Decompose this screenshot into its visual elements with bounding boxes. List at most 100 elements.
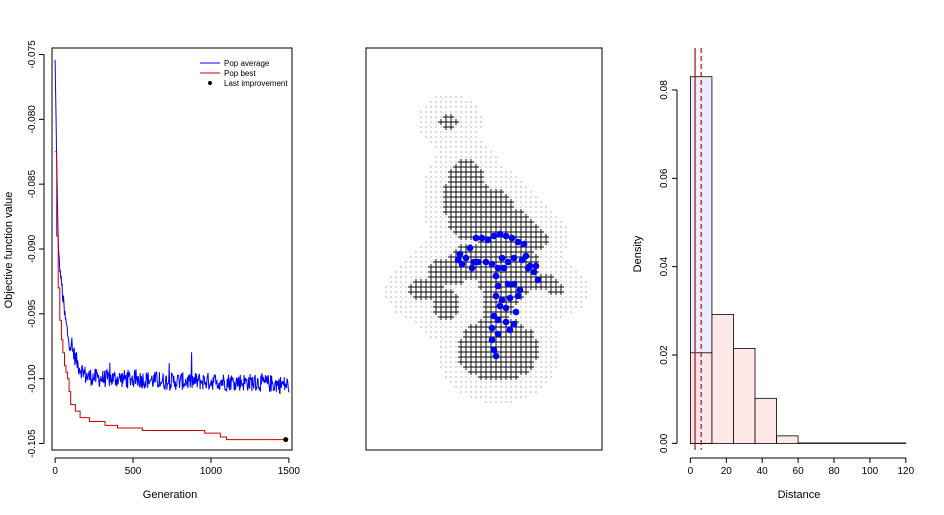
grid-dot [450, 286, 452, 288]
grid-dot [430, 236, 432, 238]
grid-dot [425, 191, 427, 193]
grid-dot [555, 346, 557, 348]
grid-dot [545, 336, 547, 338]
grid-dot [440, 341, 442, 343]
grid-dot [490, 401, 492, 403]
grid-dot [460, 106, 462, 108]
grid-dot [445, 226, 447, 228]
grid-dot [475, 111, 477, 113]
grid-dot [435, 321, 437, 323]
grid-dot [475, 391, 477, 393]
grid-dot [440, 191, 442, 193]
selected-site-point [498, 254, 506, 262]
grid-dot [490, 156, 492, 158]
grid-dot [460, 146, 462, 148]
grid-dot [475, 386, 477, 388]
grid-dot [470, 306, 472, 308]
grid-dot [490, 151, 492, 153]
grid-dot [450, 96, 452, 98]
selected-site-point [526, 262, 534, 270]
grid-dot [480, 391, 482, 393]
grid-dot [555, 366, 557, 368]
grid-dot [545, 271, 547, 273]
grid-dot [460, 376, 462, 378]
grid-dot [465, 326, 467, 328]
grid-dot [475, 381, 477, 383]
grid-dot [475, 121, 477, 123]
site-marker [538, 244, 544, 250]
grid-dot [465, 296, 467, 298]
grid-dot [580, 286, 582, 288]
grid-dot [485, 396, 487, 398]
grid-dot [550, 266, 552, 268]
grid-dot [500, 171, 502, 173]
grid-dot [495, 171, 497, 173]
grid-dot [450, 101, 452, 103]
grid-dot [440, 321, 442, 323]
grid-dot [495, 386, 497, 388]
grid-dot [515, 396, 517, 398]
grid-dot [475, 126, 477, 128]
grid-dot [545, 351, 547, 353]
grid-dot [460, 141, 462, 143]
selected-site-point [488, 324, 496, 332]
grid-dot [430, 216, 432, 218]
grid-dot [520, 321, 522, 323]
grid-dot [520, 181, 522, 183]
grid-dot [430, 141, 432, 143]
grid-dot [445, 131, 447, 133]
y-tick-label: 0.06 [659, 168, 670, 188]
grid-dot [535, 326, 537, 328]
grid-dot [450, 231, 452, 233]
x-tick-label: 40 [757, 466, 769, 477]
grid-dot [555, 311, 557, 313]
grid-dot [465, 131, 467, 133]
site-marker [453, 119, 459, 125]
grid-dot [515, 191, 517, 193]
grid-dot [520, 386, 522, 388]
grid-dot [560, 301, 562, 303]
grid-dot [425, 106, 427, 108]
selected-site-point [514, 292, 522, 300]
grid-dot [495, 176, 497, 178]
grid-dot [445, 216, 447, 218]
grid-dot [480, 386, 482, 388]
grid-dot [445, 361, 447, 363]
grid-dot [425, 316, 427, 318]
grid-dot [445, 176, 447, 178]
grid-dot [470, 241, 472, 243]
selected-site-point [490, 312, 498, 320]
selected-site-point [484, 236, 492, 244]
grid-dot [500, 386, 502, 388]
grid-dot [405, 311, 407, 313]
selected-site-point [494, 330, 502, 338]
grid-dot [445, 351, 447, 353]
grid-dot [460, 311, 462, 313]
grid-dot [515, 181, 517, 183]
grid-dot [410, 281, 412, 283]
grid-dot [455, 241, 457, 243]
grid-dot [415, 276, 417, 278]
grid-dot [520, 391, 522, 393]
grid-dot [500, 181, 502, 183]
grid-dot [410, 301, 412, 303]
grid-dot [475, 156, 477, 158]
grid-dot [525, 311, 527, 313]
grid-dot [525, 391, 527, 393]
grid-dot [445, 171, 447, 173]
grid-dot [510, 186, 512, 188]
grid-dot [430, 206, 432, 208]
grid-dot [575, 271, 577, 273]
grid-dot [545, 256, 547, 258]
grid-dot [555, 356, 557, 358]
grid-dot [440, 331, 442, 333]
grid-dot [485, 386, 487, 388]
grid-dot [445, 111, 447, 113]
grid-dot [585, 291, 587, 293]
grid-dot [505, 176, 507, 178]
grid-dot [530, 371, 532, 373]
grid-dot [510, 176, 512, 178]
grid-dot [550, 221, 552, 223]
selected-site-point [534, 276, 542, 284]
grid-dot [530, 216, 532, 218]
